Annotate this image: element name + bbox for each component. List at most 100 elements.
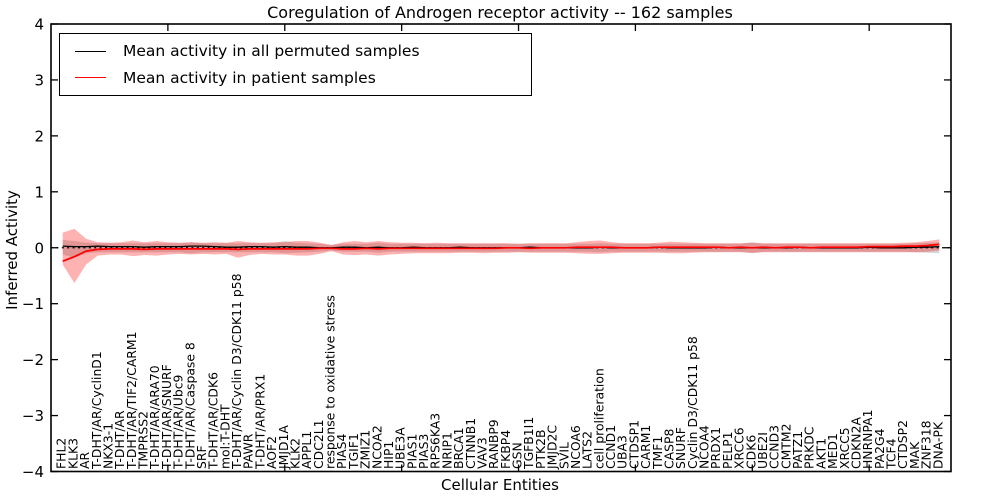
x-category-label: NCOA2 xyxy=(369,425,384,469)
x-category-label: LATS2 xyxy=(580,431,595,469)
x-category-label: T-DHT/AR xyxy=(112,410,127,470)
x-category-label: HIP1 xyxy=(381,441,396,469)
x-category-label: SNURF xyxy=(673,427,688,469)
y-axis-label-wrap: Inferred Activity xyxy=(0,0,24,500)
x-category-label: XRCC5 xyxy=(837,427,852,469)
x-category-label: KLK2 xyxy=(287,438,302,469)
x-category-label: SVIL xyxy=(556,442,571,469)
x-category-label: PIAS3 xyxy=(416,434,431,469)
x-category-label: CDK6 xyxy=(743,435,758,469)
x-category-label: CARM1 xyxy=(638,425,653,469)
x-category-label: CDKN2A xyxy=(848,417,863,469)
x-category-label: CMTM2 xyxy=(778,424,793,470)
x-category-label: T-DHT/AR/ARA70 xyxy=(147,365,162,470)
band-patient xyxy=(62,228,940,283)
x-category-label: APPL1 xyxy=(299,431,314,469)
x-category-label: PAWR xyxy=(241,433,256,469)
x-category-label: cell proliferation xyxy=(591,368,606,469)
x-category-label: CCND3 xyxy=(767,425,782,469)
x-category-label: T-DHT/AR/CyclinD1 xyxy=(89,351,104,470)
x-category-label: NCOA4 xyxy=(697,425,712,469)
x-category-label: T-DHT/AR/Ubc9 xyxy=(171,374,186,470)
x-category-label: T-DHT/AR/Caspase 8 xyxy=(182,342,197,470)
x-category-label: XRCC6 xyxy=(732,427,747,469)
x-category-label: PATZ1 xyxy=(790,431,805,469)
y-tick-label: 2 xyxy=(34,127,44,145)
permuted-line-swatch xyxy=(75,50,106,52)
x-category-label: MAK xyxy=(907,441,922,469)
x-category-label: TGFB1I1 xyxy=(521,417,536,470)
x-category-label: VAV3 xyxy=(474,437,489,469)
y-tick-label: −3 xyxy=(22,407,44,425)
x-category-label: PIAS4 xyxy=(334,434,349,469)
line-patient xyxy=(62,243,940,262)
y-axis-ticks: 4 3 2 1 0 −1 −2 −3 −4 xyxy=(22,16,951,481)
x-category-label: T-DHT/AR/SNURF xyxy=(159,364,174,470)
x-category-label: PRKDC xyxy=(802,427,817,469)
y-tick-label: 4 xyxy=(34,16,44,34)
y-tick-label: −2 xyxy=(22,351,44,369)
x-category-label: PTK2B xyxy=(533,429,548,469)
y-tick-label: −1 xyxy=(22,295,44,313)
x-category-label: JMJD1A xyxy=(276,425,291,470)
x-category-label: ZNF318 xyxy=(919,420,934,469)
y-tick-label: 3 xyxy=(34,71,44,89)
x-category-label: T-DHT/AR/Cyclin D3/CDK11 p58 xyxy=(229,273,244,470)
x-category-label: DNA-PK xyxy=(930,421,945,469)
x-category-label: SRF xyxy=(194,445,209,469)
x-category-label: NCOA6 xyxy=(568,425,583,469)
x-category-label: CDC2L1 xyxy=(311,419,326,469)
x-category-label: CTNNB1 xyxy=(463,418,478,469)
x-category-label: PA2G4 xyxy=(872,428,887,469)
x-category-label: AKT1 xyxy=(813,438,828,469)
legend-label-patient: Mean activity in patient samples xyxy=(123,68,376,87)
x-category-label: KLK3 xyxy=(65,438,80,469)
x-category-label: PELP1 xyxy=(720,431,735,469)
legend-item-permuted: Mean activity in all permuted samples xyxy=(75,42,531,60)
x-category-label: CTDSP2 xyxy=(895,420,910,469)
x-category-label: AOF2 xyxy=(264,436,279,469)
y-tick-label: −4 xyxy=(22,463,44,481)
x-category-label: RPS6KA3 xyxy=(428,413,443,469)
y-axis-label: Inferred Activity xyxy=(3,190,22,310)
legend: Mean activity in all permuted samples Me… xyxy=(59,33,532,96)
x-category-label: CASP8 xyxy=(661,429,676,469)
x-category-label: TCF4 xyxy=(884,438,899,470)
x-category-label: CTDSP1 xyxy=(626,420,641,469)
x-category-label: UBE3A xyxy=(393,427,408,469)
x-category-label: TMPRSS2 xyxy=(136,411,151,470)
x-category-labels: FHL2KLK3ART-DHT/AR/CyclinD1NKX3-1T-DHT/A… xyxy=(54,273,946,470)
chart-title: Coregulation of Androgen receptor activi… xyxy=(267,3,733,22)
x-category-label: PIAS1 xyxy=(404,434,419,469)
x-category-label: ZMIZ1 xyxy=(358,430,373,469)
y-tick-label: 0 xyxy=(34,239,44,257)
x-category-label: T-DHT/AR/CDK6 xyxy=(206,372,221,470)
x-category-label: response to oxidative stress xyxy=(323,295,338,469)
x-category-label: CCND1 xyxy=(603,425,618,469)
x-category-label: HNRNPA1 xyxy=(860,409,875,469)
x-category-label: AR xyxy=(77,452,92,469)
x-category-label: T-DHT/AR/TIF2/CARM1 xyxy=(124,332,139,470)
x-category-label: FHL2 xyxy=(54,438,69,469)
x-category-label: MED1 xyxy=(825,433,840,469)
x-category-label: Cyclin D3/CDK11 p58 xyxy=(685,336,700,469)
legend-label-permuted: Mean activity in all permuted samples xyxy=(123,42,420,61)
x-category-label: RANBP9 xyxy=(486,419,501,469)
x-category-label: FKBP4 xyxy=(498,430,513,469)
patient-line-swatch xyxy=(75,77,106,79)
x-category-label: NKX3-1 xyxy=(100,423,115,469)
x-axis-label: Cellular Entities xyxy=(441,476,559,494)
x-category-label: TMF1 xyxy=(650,436,665,470)
x-axis-ticks xyxy=(167,24,870,472)
x-category-label: NRIP1 xyxy=(439,432,454,469)
x-category-label: GSN xyxy=(510,442,525,469)
y-tick-label: 1 xyxy=(34,183,44,201)
x-category-label: UBE2I xyxy=(755,432,770,469)
x-category-label: UBA3 xyxy=(615,435,630,469)
x-category-label: mol:T-DHT xyxy=(217,404,232,469)
x-category-label: T-DHT/AR/PRX1 xyxy=(252,374,267,470)
x-category-label: PRDX1 xyxy=(708,427,723,469)
legend-item-patient: Mean activity in patient samples xyxy=(75,69,531,87)
